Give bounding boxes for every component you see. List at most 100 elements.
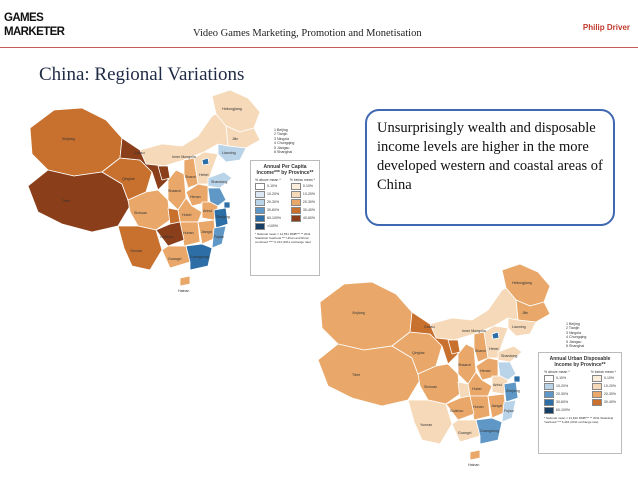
- label-anhui: Anhui: [203, 209, 212, 213]
- label-shandong: Shandong: [211, 180, 227, 184]
- swatch: [291, 215, 301, 222]
- label-hebei: Hebei: [199, 173, 209, 177]
- label-anhui: Anhui: [493, 383, 502, 387]
- label-qinghai: Qinghai: [122, 177, 135, 181]
- label-sichuan: Sichuan: [134, 211, 147, 215]
- label-yunnan: Yunnan: [130, 249, 142, 253]
- swatch: [255, 215, 265, 222]
- swatch: [255, 207, 265, 214]
- label-hubei: Hubei: [182, 213, 192, 217]
- province-yunnan: [408, 400, 452, 444]
- label-fujian: Fujian: [214, 235, 224, 239]
- map1-legend-below-column: 0-10% 10-20% 20-30% 30-40% 40-60%: [291, 182, 315, 230]
- label-xinjiang: Xinjiang: [62, 137, 75, 141]
- map1-below-3: 30-40%: [303, 208, 315, 212]
- map-per-capita-income: Heilongjiang Jilin Liaoning Inner Mongol…: [22, 88, 282, 298]
- province-chongqing: [168, 208, 180, 224]
- map2-above-4: 60-100%: [556, 408, 570, 412]
- label-guangxi: Guangxi: [168, 257, 182, 261]
- map2-below-0: 0-10%: [604, 376, 614, 380]
- label-inner-mongolia: Inner Mongolia: [462, 329, 486, 333]
- insight-callout: Unsurprisingly wealth and disposable inc…: [365, 109, 615, 226]
- label-jiangxi: Jiangxi: [201, 230, 212, 234]
- map1-above-3: 30-60%: [267, 208, 279, 212]
- map1-above-2: 20-30%: [267, 200, 279, 204]
- swatch: [544, 391, 554, 398]
- header-divider: [0, 47, 638, 48]
- province-xinjiang: [320, 282, 412, 350]
- swatch: [255, 199, 265, 206]
- label-jilin: Jilin: [522, 311, 528, 315]
- province-xinjiang: [30, 108, 122, 176]
- label-guangdong: Guangdong: [190, 255, 209, 259]
- province-hainan: [470, 450, 480, 460]
- map2-legend-notes: * National mean = 21,810 RMB*** ** 2011 …: [544, 416, 616, 424]
- label-guangdong: Guangdong: [480, 429, 499, 433]
- swatch: [291, 207, 301, 214]
- map1-below-1: 10-20%: [303, 192, 315, 196]
- label-hubei: Hubei: [472, 387, 482, 391]
- label-zhejiang: Zhejiang: [216, 215, 230, 219]
- header-title: Video Games Marketing, Promotion and Mon…: [193, 28, 422, 39]
- label-liaoning: Liaoning: [222, 151, 236, 155]
- label-guizhou: Guizhou: [450, 409, 463, 413]
- label-qinghai: Qinghai: [412, 351, 425, 355]
- swatch: [592, 375, 602, 382]
- label-jiangxi: Jiangxi: [491, 404, 502, 408]
- label-hainan: Hainan: [468, 463, 479, 467]
- map-urban-disposable-svg: Heilongjiang Jilin Liaoning Inner Mongol…: [312, 262, 562, 472]
- map1-legend-above-column: 0-10% 10-20% 20-30% 30-60% 60-100% >100%: [255, 182, 281, 230]
- map1-num-4: 4 Chongqing: [274, 141, 294, 145]
- map1-above-4: 60-100%: [267, 216, 281, 220]
- map1-legend-title: Annual Per Capita Income*** by Province*…: [255, 164, 315, 176]
- label-shaanxi: Shaanxi: [168, 189, 181, 193]
- label-heilongjiang: Heilongjiang: [222, 107, 242, 111]
- map2-below-1: 10-20%: [604, 384, 616, 388]
- label-shaanxi: Shaanxi: [458, 363, 471, 367]
- logo-line-2: MARKETER: [4, 25, 64, 39]
- label-heilongjiang: Heilongjiang: [512, 281, 532, 285]
- label-hebei: Hebei: [489, 347, 499, 351]
- label-fujian: Fujian: [504, 409, 514, 413]
- province-chongqing: [458, 382, 470, 398]
- map2-legend: Annual Urban Disposable Income by Provin…: [538, 352, 622, 454]
- swatch: [544, 375, 554, 382]
- map1-num-6: 6 Shanghai: [274, 150, 294, 154]
- map2-num-4: 4 Chongqing: [566, 335, 586, 339]
- map2-above-2: 20-30%: [556, 392, 568, 396]
- swatch: [255, 223, 265, 230]
- swatch: [592, 391, 602, 398]
- province-shanghai: [514, 376, 520, 382]
- label-guizhou: Guizhou: [160, 235, 173, 239]
- map2-below-3: 30-40%: [604, 400, 616, 404]
- map2-above-0: 0-10%: [556, 376, 566, 380]
- map2-legend-title: Annual Urban Disposable Income by Provin…: [544, 356, 616, 368]
- label-zhejiang: Zhejiang: [506, 389, 520, 393]
- map1-above-5: >100%: [267, 224, 278, 228]
- map2-above-3: 30-60%: [556, 400, 568, 404]
- province-yunnan: [118, 226, 162, 270]
- map1-legend: Annual Per Capita Income*** by Province*…: [250, 160, 320, 276]
- swatch: [291, 183, 301, 190]
- map2-numbered-list: 1 Beijing 2 Tianjin 3 Ningxia 4 Chongqin…: [566, 322, 586, 348]
- label-guangxi: Guangxi: [458, 431, 472, 435]
- swatch: [592, 383, 602, 390]
- province-hainan: [180, 276, 190, 286]
- label-shandong: Shandong: [501, 354, 517, 358]
- swatch: [544, 399, 554, 406]
- label-tibet: Tibet: [62, 199, 70, 203]
- map1-below-4: 40-60%: [303, 216, 315, 220]
- label-shanxi: Shanxi: [475, 349, 486, 353]
- label-hunan: Hunan: [473, 405, 484, 409]
- logo-line-1: GAMES: [4, 11, 64, 25]
- callout-text: Unsurprisingly wealth and disposable inc…: [377, 119, 603, 195]
- label-henan: Henan: [190, 195, 201, 199]
- label-liaoning: Liaoning: [512, 325, 526, 329]
- map-per-capita-svg: Heilongjiang Jilin Liaoning Inner Mongol…: [22, 88, 282, 298]
- label-inner-mongolia: Inner Mongolia: [172, 155, 196, 159]
- map-urban-disposable-income: Heilongjiang Jilin Liaoning Inner Mongol…: [312, 262, 562, 472]
- label-yunnan: Yunnan: [420, 423, 432, 427]
- slide-title: China: Regional Variations: [39, 64, 244, 86]
- author-name: Philip Driver: [583, 23, 630, 32]
- map1-below-0: 0-10%: [303, 184, 313, 188]
